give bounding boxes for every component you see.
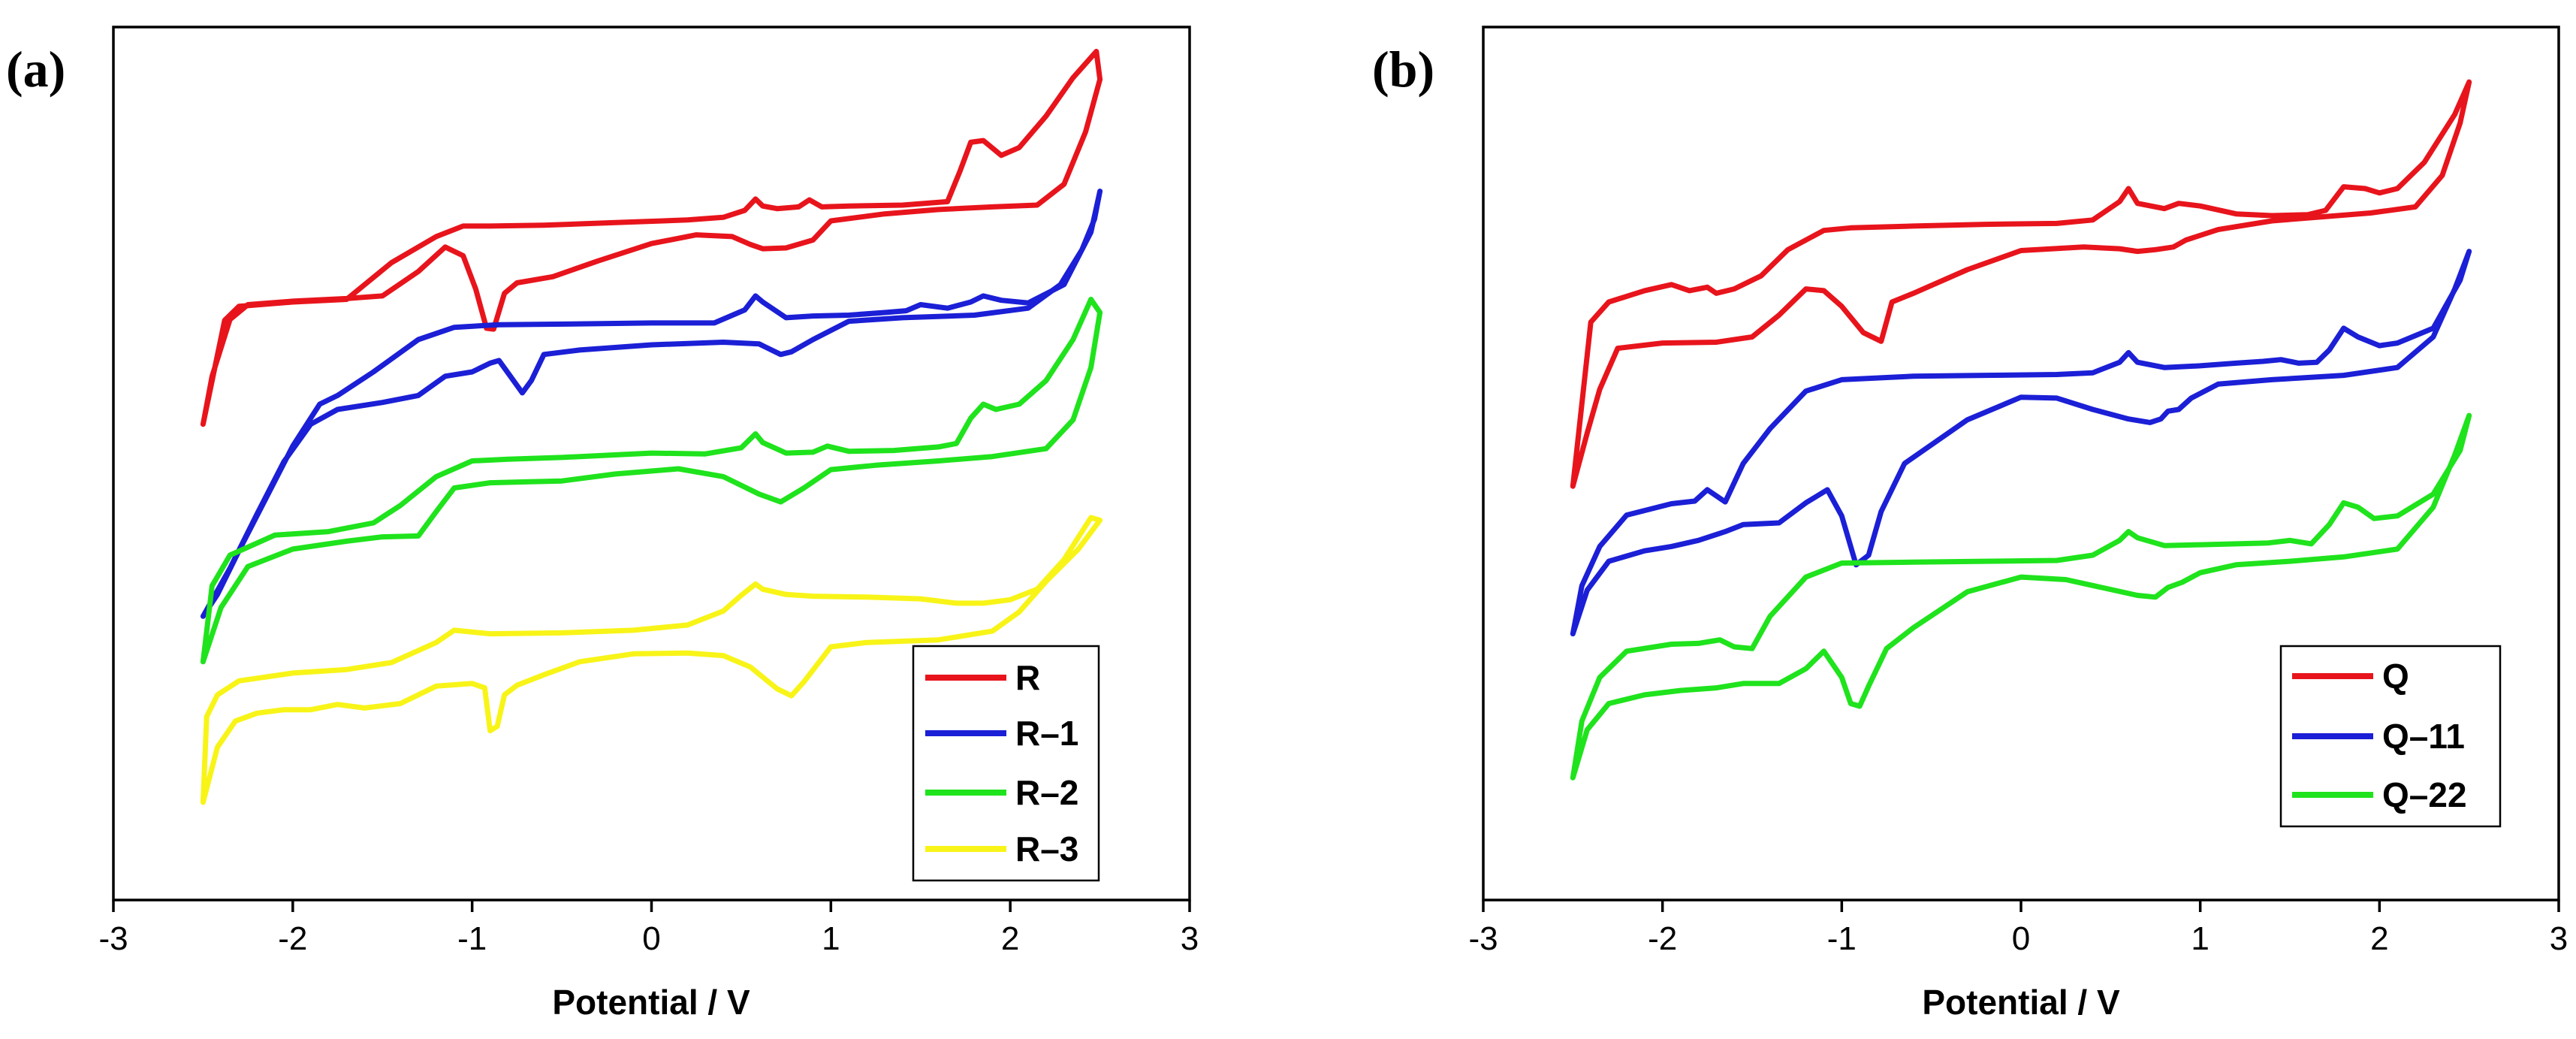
panel-a-series-line	[200, 515, 1103, 805]
panel-a-legend-box	[912, 645, 1100, 882]
panel-b-x-axis: -3 -2 -1 0 1 2 3	[1468, 900, 2568, 957]
panel-a-label: (a)	[6, 41, 65, 98]
panel-a-series-line	[200, 189, 1103, 619]
panel-a-legend-label: R	[1015, 658, 1040, 697]
panel-a-legend-label: R–1	[1015, 714, 1078, 753]
panel-a-x-tick-label: -2	[278, 920, 307, 957]
panel-b-x-tick-label: 0	[2012, 920, 2030, 957]
panel-b-curves	[1570, 79, 2472, 781]
panel-b-series-line	[1570, 412, 2472, 781]
panel-b-legend-label: Q–11	[2382, 717, 2465, 756]
panel-a-legend: R R–1 R–2 R–3	[912, 645, 1100, 882]
panel-a-legend-label: R–3	[1015, 829, 1078, 868]
panel-a-x-tick-label: 3	[1181, 920, 1199, 957]
panel-b-legend: Q Q–11 Q–22	[2279, 645, 2502, 828]
panel-a: (a) -3 -2 -1 0 1 2 3 Potential / V R R–1 R–2 R…	[6, 26, 1199, 1022]
panel-a-x-axis: -3 -2 -1 0 1 2 3	[98, 900, 1199, 957]
panel-b-series-line	[1570, 79, 2472, 489]
panel-a-legend-label: R–2	[1015, 773, 1078, 812]
panel-b-legend-label: Q	[2382, 657, 2409, 696]
panel-b-x-tick-label: -2	[1648, 920, 1677, 957]
panel-a-series-line	[200, 297, 1103, 665]
panel-a-x-tick-label: -1	[457, 920, 487, 957]
panel-b-x-tick-label: 2	[2370, 920, 2388, 957]
panel-a-x-tick-label: 2	[1001, 920, 1019, 957]
panel-a-x-axis-title: Potential / V	[552, 983, 750, 1022]
panel-b-x-tick-label: -1	[1827, 920, 1857, 957]
panel-a-curves	[200, 49, 1103, 805]
panel-b-legend-label: Q–22	[2382, 775, 2467, 814]
panel-a-x-tick-label: 0	[642, 920, 660, 957]
panel-b-x-tick-label: -3	[1468, 920, 1498, 957]
panel-b: (b) -3 -2 -1 0 1 2 3 Potential / V Q Q–11 Q–22	[1372, 26, 2568, 1022]
panel-b-x-axis-title: Potential / V	[1922, 983, 2120, 1022]
panel-b-x-tick-label: 1	[2191, 920, 2209, 957]
panel-b-label: (b)	[1372, 41, 1434, 98]
panel-a-x-tick-label: -3	[98, 920, 128, 957]
panel-a-x-tick-label: 1	[822, 920, 840, 957]
panel-b-x-tick-label: 3	[2550, 920, 2568, 957]
panel-b-series-line	[1570, 249, 2472, 637]
panel-a-series-line	[200, 49, 1103, 427]
